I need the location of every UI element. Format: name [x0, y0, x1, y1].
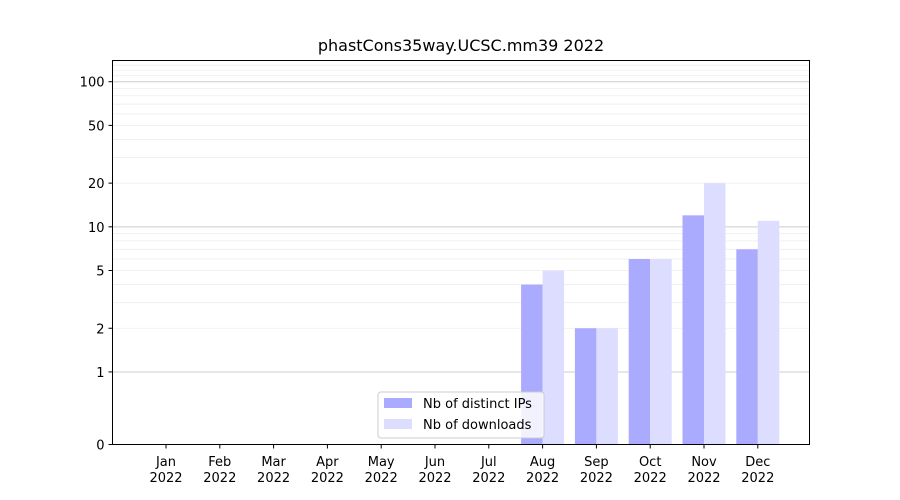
bar [628, 259, 651, 445]
y-tick-label: 2 [96, 322, 104, 337]
x-tick-label-month: Oct [639, 455, 661, 470]
y-tick-label: 10 [88, 221, 105, 236]
y-tick-label: 100 [80, 76, 105, 91]
legend: Nb of distinct IPs Nb of downloads [377, 391, 545, 439]
x-tick-label-year: 2022 [365, 471, 398, 486]
x-tick-label-month: Apr [316, 455, 339, 470]
x-tick-label-year: 2022 [472, 471, 505, 486]
legend-label: Nb of downloads [423, 418, 532, 433]
plot-area-frame [112, 60, 810, 445]
bar [542, 270, 565, 445]
x-tick-label-year: 2022 [311, 471, 344, 486]
x-tick-label-year: 2022 [257, 471, 290, 486]
x-tick-label-month: Dec [745, 455, 770, 470]
x-tick-label-year: 2022 [203, 471, 236, 486]
legend-swatch [384, 398, 412, 408]
bar [650, 259, 672, 445]
x-tick-label-month: Aug [530, 455, 555, 470]
x-tick-label-year: 2022 [634, 471, 667, 486]
y-axis: 0 1 2 5 10 20 50 100 [80, 76, 113, 454]
y-tick-label: 1 [96, 366, 104, 381]
x-tick-label-month: Feb [208, 455, 231, 470]
bar [574, 328, 597, 445]
bar [682, 215, 704, 445]
x-tick-label-month: Sep [584, 455, 609, 470]
bar [736, 249, 758, 445]
legend-swatch [384, 419, 412, 429]
y-tick-label: 0 [96, 439, 104, 454]
x-tick-label-month: Jan [155, 455, 176, 470]
x-tick-label-year: 2022 [741, 471, 774, 486]
x-tick-label-month: Nov [691, 455, 717, 470]
y-tick-label: 20 [88, 177, 105, 192]
x-tick-label-month: May [368, 455, 395, 470]
x-axis: Jan2022Feb2022Mar2022Apr2022May2022Jun20… [149, 444, 774, 486]
legend-box [377, 391, 545, 439]
x-tick-label-year: 2022 [580, 471, 613, 486]
bars [521, 183, 780, 445]
bar [704, 183, 726, 445]
x-tick-label-year: 2022 [526, 471, 559, 486]
x-tick-label-year: 2022 [687, 471, 720, 486]
chart-title: phastCons35way.UCSC.mm39 2022 [318, 36, 604, 55]
x-tick-label-month: Jul [480, 455, 497, 470]
y-tick-label: 50 [88, 119, 105, 134]
bar [596, 328, 618, 445]
legend-label: Nb of distinct IPs [423, 397, 532, 412]
y-tick-label: 5 [96, 265, 104, 280]
x-tick-label-year: 2022 [149, 471, 182, 486]
x-tick-label-year: 2022 [418, 471, 451, 486]
grid [112, 64, 810, 373]
x-tick-label-month: Jun [424, 455, 445, 470]
bar [757, 220, 780, 445]
x-tick-label-month: Mar [261, 455, 286, 470]
